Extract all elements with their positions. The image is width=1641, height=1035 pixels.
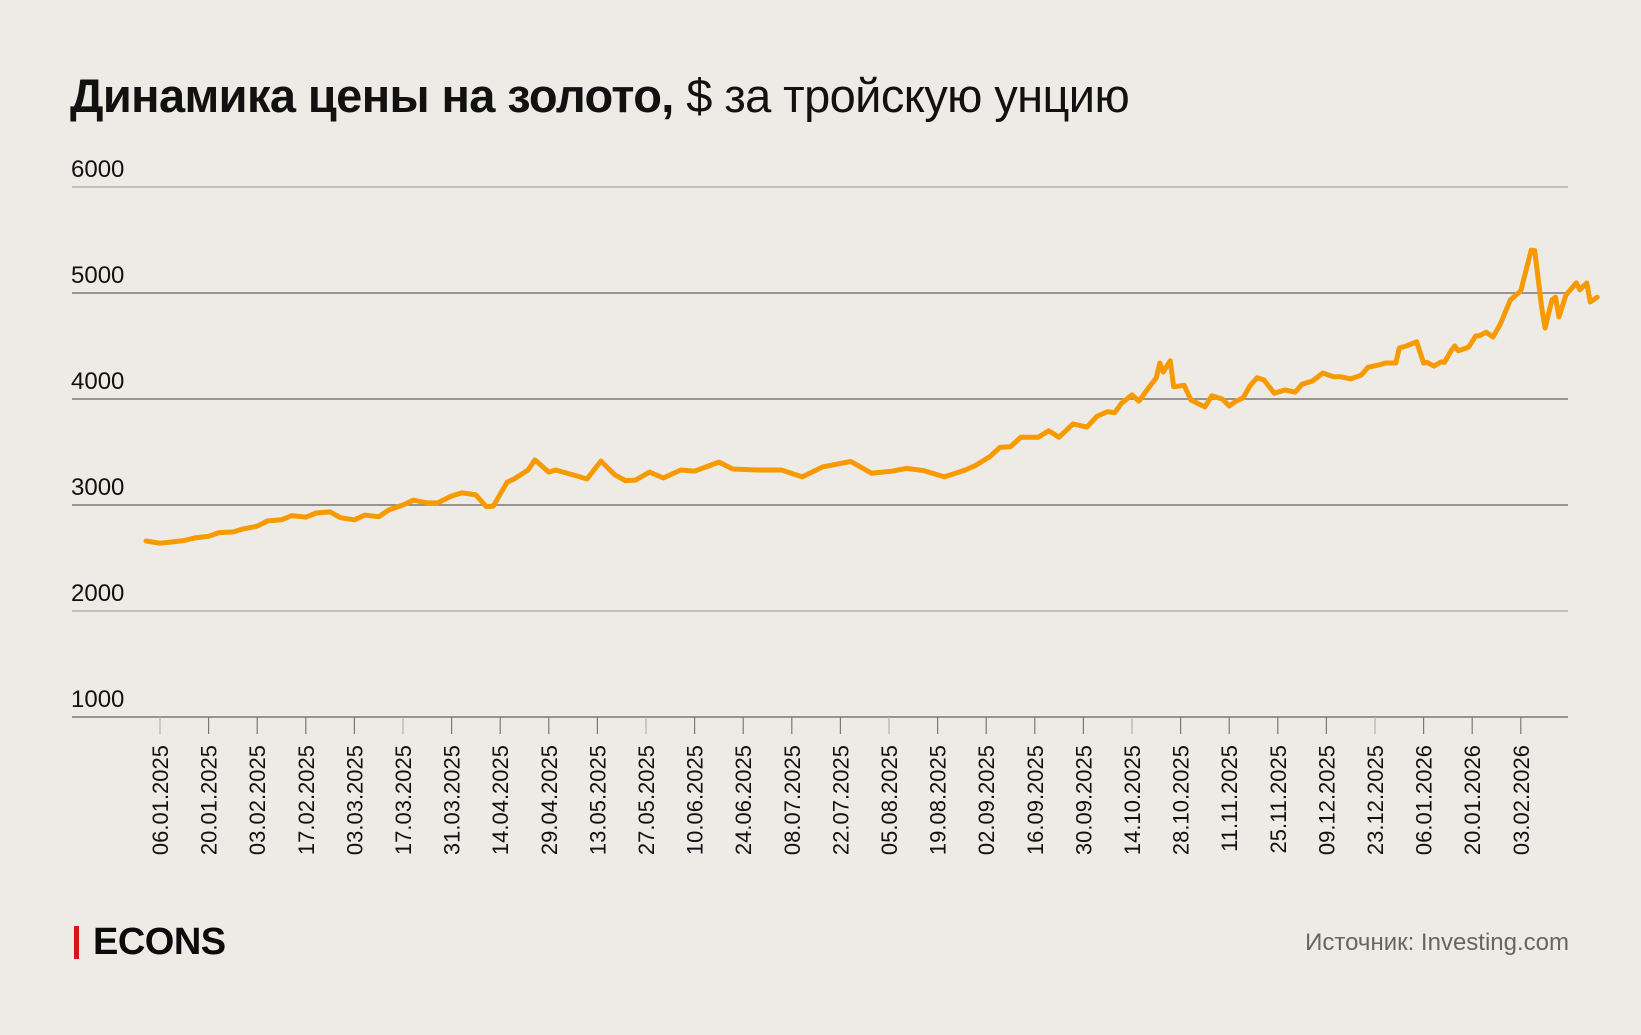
x-tick-label: 14.10.2025 [1120,745,1145,855]
econs-logo: ECONS [74,922,226,962]
x-tick-label: 02.09.2025 [974,745,999,855]
y-tick-label: 2000 [71,580,124,607]
x-tick-label: 08.07.2025 [780,745,805,855]
x-tick-label: 09.12.2025 [1314,745,1339,855]
logo-text: ECONS [93,921,226,963]
x-tick-label: 27.05.2025 [634,745,659,855]
y-tick-label: 1000 [71,686,124,713]
x-axis: 06.01.2025 20.01.2025 03.02.2025 17.02.2025… [148,717,1534,855]
x-tick-label: 20.01.2025 [197,745,222,855]
x-tick-label: 25.11.2025 [1266,745,1291,853]
x-tick-label: 05.08.2025 [877,745,902,855]
x-tick-label: 14.04.2025 [488,745,513,855]
x-tick-label: 28.10.2025 [1169,745,1194,855]
y-axis-labels: 1000 2000 3000 4000 5000 6000 [71,156,124,713]
y-tick-label: 4000 [71,368,124,395]
x-tick-label: 06.01.2026 [1412,745,1437,855]
x-tick-label: 03.02.2026 [1509,745,1534,855]
chart-title-main: Динамика цены на золото, [70,69,674,122]
x-tick-label: 03.03.2025 [342,745,367,855]
x-tick-label: 19.08.2025 [926,745,951,855]
x-tick-label: 31.03.2025 [440,745,465,855]
x-tick-label: 29.04.2025 [537,745,562,855]
y-tick-label: 5000 [71,262,124,289]
x-tick-label: 13.05.2025 [585,745,610,855]
y-gridlines [72,186,1568,718]
y-tick-label: 3000 [71,474,124,501]
x-tick-label: 23.12.2025 [1363,745,1388,855]
line-chart: 1000 2000 3000 4000 5000 6000 06.01.2025 20.01… [71,156,1600,855]
gold-price-line [143,247,1600,546]
source-note: Источник: Investing.com [1305,929,1569,956]
x-tick-label: 03.02.2025 [245,745,270,855]
logo-accent-bar [74,925,79,959]
x-tick-label: 17.02.2025 [294,745,319,855]
x-tick-label: 16.09.2025 [1023,745,1048,855]
x-tick-label: 30.09.2025 [1071,745,1096,855]
x-tick-label: 22.07.2025 [828,745,853,855]
x-tick-label: 24.06.2025 [731,745,756,855]
y-tick-label: 6000 [71,156,124,183]
x-tick-label: 11.11.2025 [1217,745,1242,852]
x-tick-label: 06.01.2025 [148,745,173,855]
chart-title: Динамика цены на золото, $ за тройскую у… [70,68,1130,124]
x-tick-label: 17.03.2025 [391,745,416,855]
chart-title-unit: $ за тройскую унцию [673,69,1130,122]
x-tick-label: 20.01.2026 [1460,745,1485,855]
x-tick-label: 10.06.2025 [683,745,708,855]
